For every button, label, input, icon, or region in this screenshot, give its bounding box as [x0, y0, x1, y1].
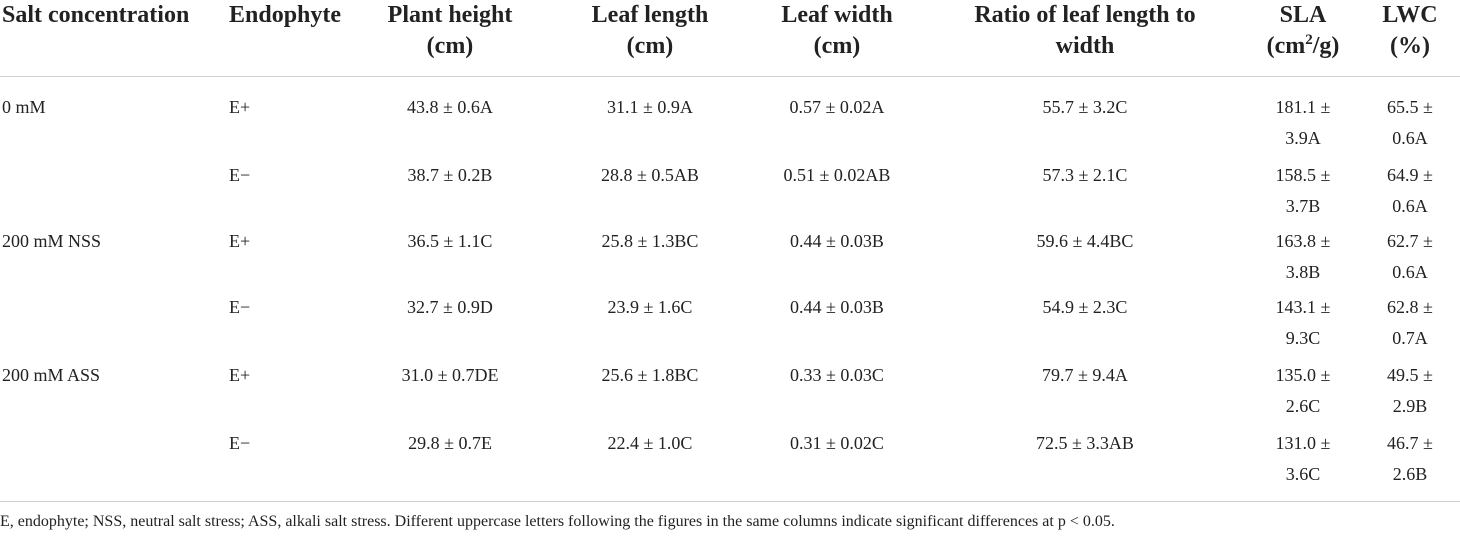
cell-sla: 181.1 ±3.9A [1275, 97, 1331, 148]
header-endophyte: Endophyte [229, 2, 342, 28]
cell-height: 36.5 ± 1.1C [407, 231, 493, 251]
cell-length: 31.1 ± 0.9A [607, 97, 693, 117]
cell-ratio: 54.9 ± 2.3C [1042, 297, 1128, 317]
cell-ratio: 55.7 ± 3.2C [1042, 97, 1128, 117]
cell-lwc: 64.9 ±0.6A [1387, 165, 1433, 216]
header-salt-concentration: Salt concentration [2, 2, 190, 28]
cell-length: 25.8 ± 1.3BC [601, 231, 699, 251]
cell-sla: 143.1 ±9.3C [1275, 297, 1331, 348]
bottom-rule [0, 501, 1460, 502]
header-plant-height: Plant height (cm) [387, 2, 513, 59]
header-ratio: Ratio of leaf length to width [974, 2, 1196, 59]
cell-sla: 158.5 ±3.7B [1275, 165, 1331, 216]
cell-endophyte: E− [229, 433, 251, 453]
cell-lwc: 65.5 ±0.6A [1387, 97, 1433, 148]
cell-salt: 200 mM ASS [2, 365, 101, 385]
cell-ratio: 59.6 ± 4.4BC [1036, 231, 1134, 251]
cell-endophyte: E− [229, 297, 251, 317]
cell-lwc: 46.7 ±2.6B [1387, 433, 1433, 484]
cell-width: 0.44 ± 0.03B [790, 231, 884, 251]
header-leaf-width: Leaf width (cm) [781, 2, 893, 59]
cell-endophyte: E+ [229, 365, 251, 385]
cell-width: 0.57 ± 0.02A [789, 97, 885, 117]
cell-sla: 131.0 ±3.6C [1275, 433, 1331, 484]
cell-ratio: 79.7 ± 9.4A [1042, 365, 1128, 385]
cell-ratio: 57.3 ± 2.1C [1042, 165, 1128, 185]
cell-width: 0.44 ± 0.03B [790, 297, 884, 317]
cell-endophyte: E+ [229, 97, 251, 117]
cell-height: 31.0 ± 0.7DE [401, 365, 499, 385]
cell-salt: 0 mM [2, 97, 46, 117]
cell-width: 0.33 ± 0.03C [790, 365, 884, 385]
table-footnote: E, endophyte; NSS, neutral salt stress; … [0, 513, 1115, 530]
cell-endophyte: E+ [229, 231, 251, 251]
header-leaf-length: Leaf length (cm) [591, 2, 709, 59]
cell-length: 28.8 ± 0.5AB [601, 165, 699, 185]
cell-height: 43.8 ± 0.6A [407, 97, 493, 117]
cell-sla: 163.8 ±3.8B [1275, 231, 1331, 282]
cell-length: 23.9 ± 1.6C [607, 297, 693, 317]
header-sla: SLA (cm2/g) [1266, 2, 1340, 59]
cell-height: 32.7 ± 0.9D [407, 297, 493, 317]
cell-width: 0.51 ± 0.02AB [783, 165, 891, 185]
cell-endophyte: E− [229, 165, 251, 185]
cell-sla: 135.0 ±2.6C [1275, 365, 1331, 416]
table-header: Salt concentration Endophyte Plant heigh… [0, 0, 1460, 76]
header-lwc: LWC (%) [1382, 2, 1438, 59]
cell-width: 0.31 ± 0.02C [790, 433, 884, 453]
cell-length: 25.6 ± 1.8BC [601, 365, 699, 385]
cell-lwc: 62.8 ±0.7A [1387, 297, 1433, 348]
cell-length: 22.4 ± 1.0C [607, 433, 693, 453]
cell-height: 29.8 ± 0.7E [408, 433, 492, 453]
cell-height: 38.7 ± 0.2B [407, 165, 493, 185]
cell-lwc: 62.7 ±0.6A [1387, 231, 1433, 282]
header-rule [0, 76, 1460, 77]
cell-ratio: 72.5 ± 3.3AB [1036, 433, 1134, 453]
cell-lwc: 49.5 ±2.9B [1387, 365, 1433, 416]
cell-salt: 200 mM NSS [2, 231, 102, 251]
